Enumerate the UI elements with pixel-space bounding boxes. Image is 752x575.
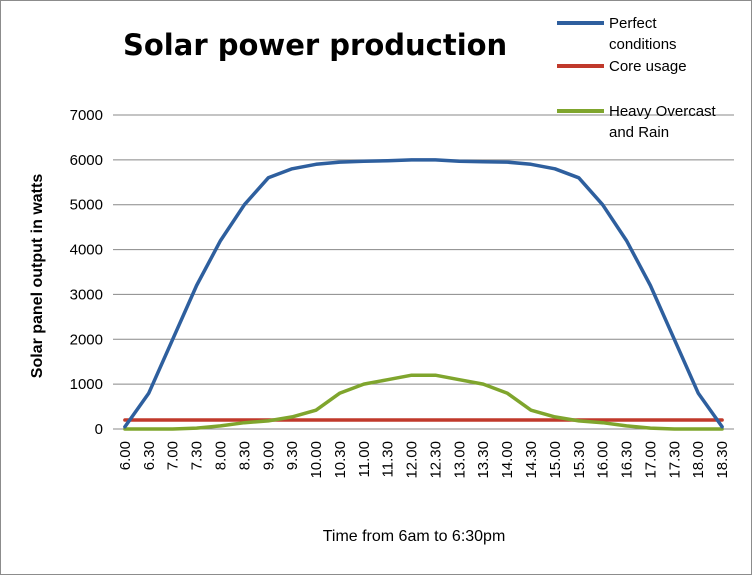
x-tick-label: 17.30	[666, 441, 683, 479]
legend-label-2: and Rain	[609, 124, 669, 141]
series-line-2	[123, 373, 724, 431]
legend-label-1: Core usage	[609, 58, 687, 75]
y-tick-label: 0	[95, 421, 103, 438]
x-tick-label: 14.00	[499, 441, 516, 479]
legend-label-0: conditions	[609, 36, 677, 53]
y-tick-label: 3000	[70, 286, 103, 303]
x-tick-label: 12.00	[404, 441, 421, 479]
y-axis-ticks: 0 1000 2000 3000 4000 5000 6000 7000	[70, 107, 103, 438]
y-tick-label: 5000	[70, 197, 103, 214]
x-tick-label: 11.00	[356, 441, 373, 477]
x-tick-label: 9.00	[260, 441, 277, 470]
x-tick-label: 16.30	[619, 441, 636, 479]
y-tick-label: 4000	[70, 242, 103, 259]
x-tick-label: 8.00	[212, 441, 229, 470]
legend-label-0: Perfect	[609, 15, 657, 32]
y-tick-label: 2000	[70, 331, 103, 348]
gridlines	[113, 114, 734, 430]
x-tick-label: 6.00	[117, 441, 134, 470]
y-tick-label: 1000	[70, 376, 103, 393]
x-tick-label: 18.00	[690, 441, 707, 479]
x-tick-label: 14.30	[523, 441, 540, 479]
x-tick-label: 8.30	[236, 441, 253, 470]
x-axis-ticks: 6.00 6.30 7.00 7.30 8.00 8.30 9.00 9.30 10.00 10.…	[117, 441, 731, 479]
x-axis-title: Time from 6am to 6:30pm	[323, 528, 506, 545]
series-lines	[123, 158, 724, 431]
x-tick-label: 9.30	[284, 441, 301, 470]
x-tick-label: 7.00	[165, 441, 182, 470]
x-tick-label: 17.00	[642, 441, 659, 479]
x-tick-label: 10.00	[308, 441, 325, 479]
series-line-0	[123, 158, 724, 429]
x-tick-label: 15.00	[547, 441, 564, 479]
legend-label-2: Heavy Overcast	[609, 103, 717, 120]
legend: Perfect conditions Core usage Heavy Overcas…	[557, 15, 717, 141]
y-tick-label: 7000	[70, 107, 103, 124]
y-tick-label: 6000	[70, 152, 103, 169]
x-tick-label: 7.30	[189, 441, 206, 470]
x-tick-label: 16.00	[595, 441, 612, 479]
x-tick-label: 10.30	[332, 441, 349, 479]
x-tick-label: 6.30	[141, 441, 158, 470]
x-tick-label: 15.30	[571, 441, 588, 479]
y-axis-title: Solar panel output in watts	[29, 174, 46, 379]
x-tick-label: 11.30	[380, 441, 397, 477]
chart-title: Solar power production	[123, 28, 507, 62]
x-tick-label: 13.00	[451, 441, 468, 479]
x-tick-label: 18.30	[714, 441, 731, 479]
x-tick-label: 12.30	[427, 441, 444, 479]
x-tick-label: 13.30	[475, 441, 492, 479]
